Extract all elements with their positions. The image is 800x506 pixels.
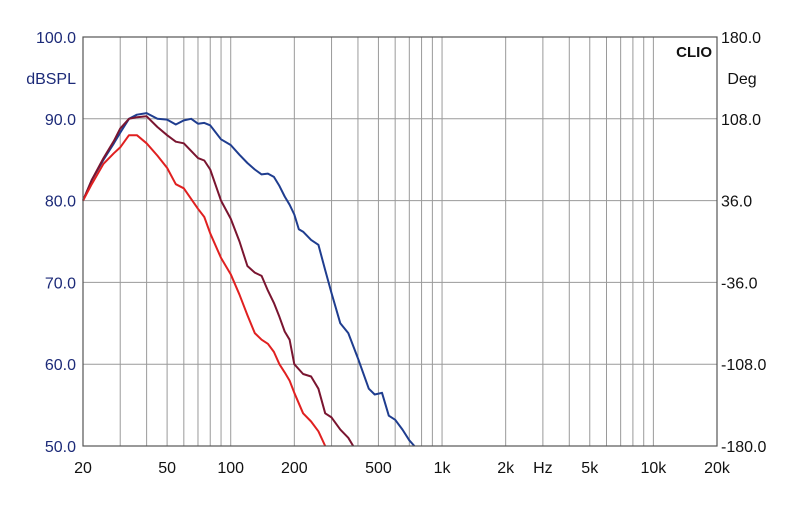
y-axis-label-right: Deg [727,71,756,88]
y-tick-label-right: 108.0 [721,112,761,129]
series-line-1 [82,112,416,447]
x-tick-label: 100 [217,460,244,477]
y-tick-label-left: 100.0 [36,30,76,47]
x-tick-label: 200 [281,460,308,477]
x-axis-ticks: 20 50 100 200 500 1k 2k 5k 10k 20k [74,460,731,477]
plot-frame [82,36,718,447]
x-tick-label: 20k [704,460,731,477]
y-tick-label-left: 70.0 [45,275,76,292]
x-tick-label: 50 [158,460,176,477]
x-tick-label: 2k [497,460,515,477]
y-axis-label-left: dBSPL [26,71,76,88]
x-tick-label: 10k [640,460,667,477]
y-tick-label-right: -180.0 [721,439,766,456]
x-tick-label: 500 [365,460,392,477]
series-line-2 [82,115,355,447]
y-tick-label-right: 180.0 [721,30,761,47]
y-tick-label-right: -108.0 [721,357,766,374]
curves [82,112,416,447]
y-tick-label-left: 90.0 [45,112,76,129]
y-tick-label-left: 50.0 [45,439,76,456]
x-tick-label: 5k [581,460,599,477]
x-axis-label: Hz [533,460,553,477]
brand-label: CLIO [676,44,712,61]
x-tick-label: 1k [434,460,452,477]
y-tick-label-left: 80.0 [45,194,76,211]
y-tick-label-left: 60.0 [45,357,76,374]
x-tick-label: 20 [74,460,92,477]
y-tick-label-right: 36.0 [721,194,752,211]
series-line-3 [82,134,327,447]
right-axis-ticks: 180.0 108.0 36.0 -36.0 -108.0 -180.0 [721,30,766,456]
grid [83,37,717,446]
left-axis-ticks: 100.0 90.0 80.0 70.0 60.0 50.0 [36,30,76,456]
y-tick-label-right: -36.0 [721,275,758,292]
